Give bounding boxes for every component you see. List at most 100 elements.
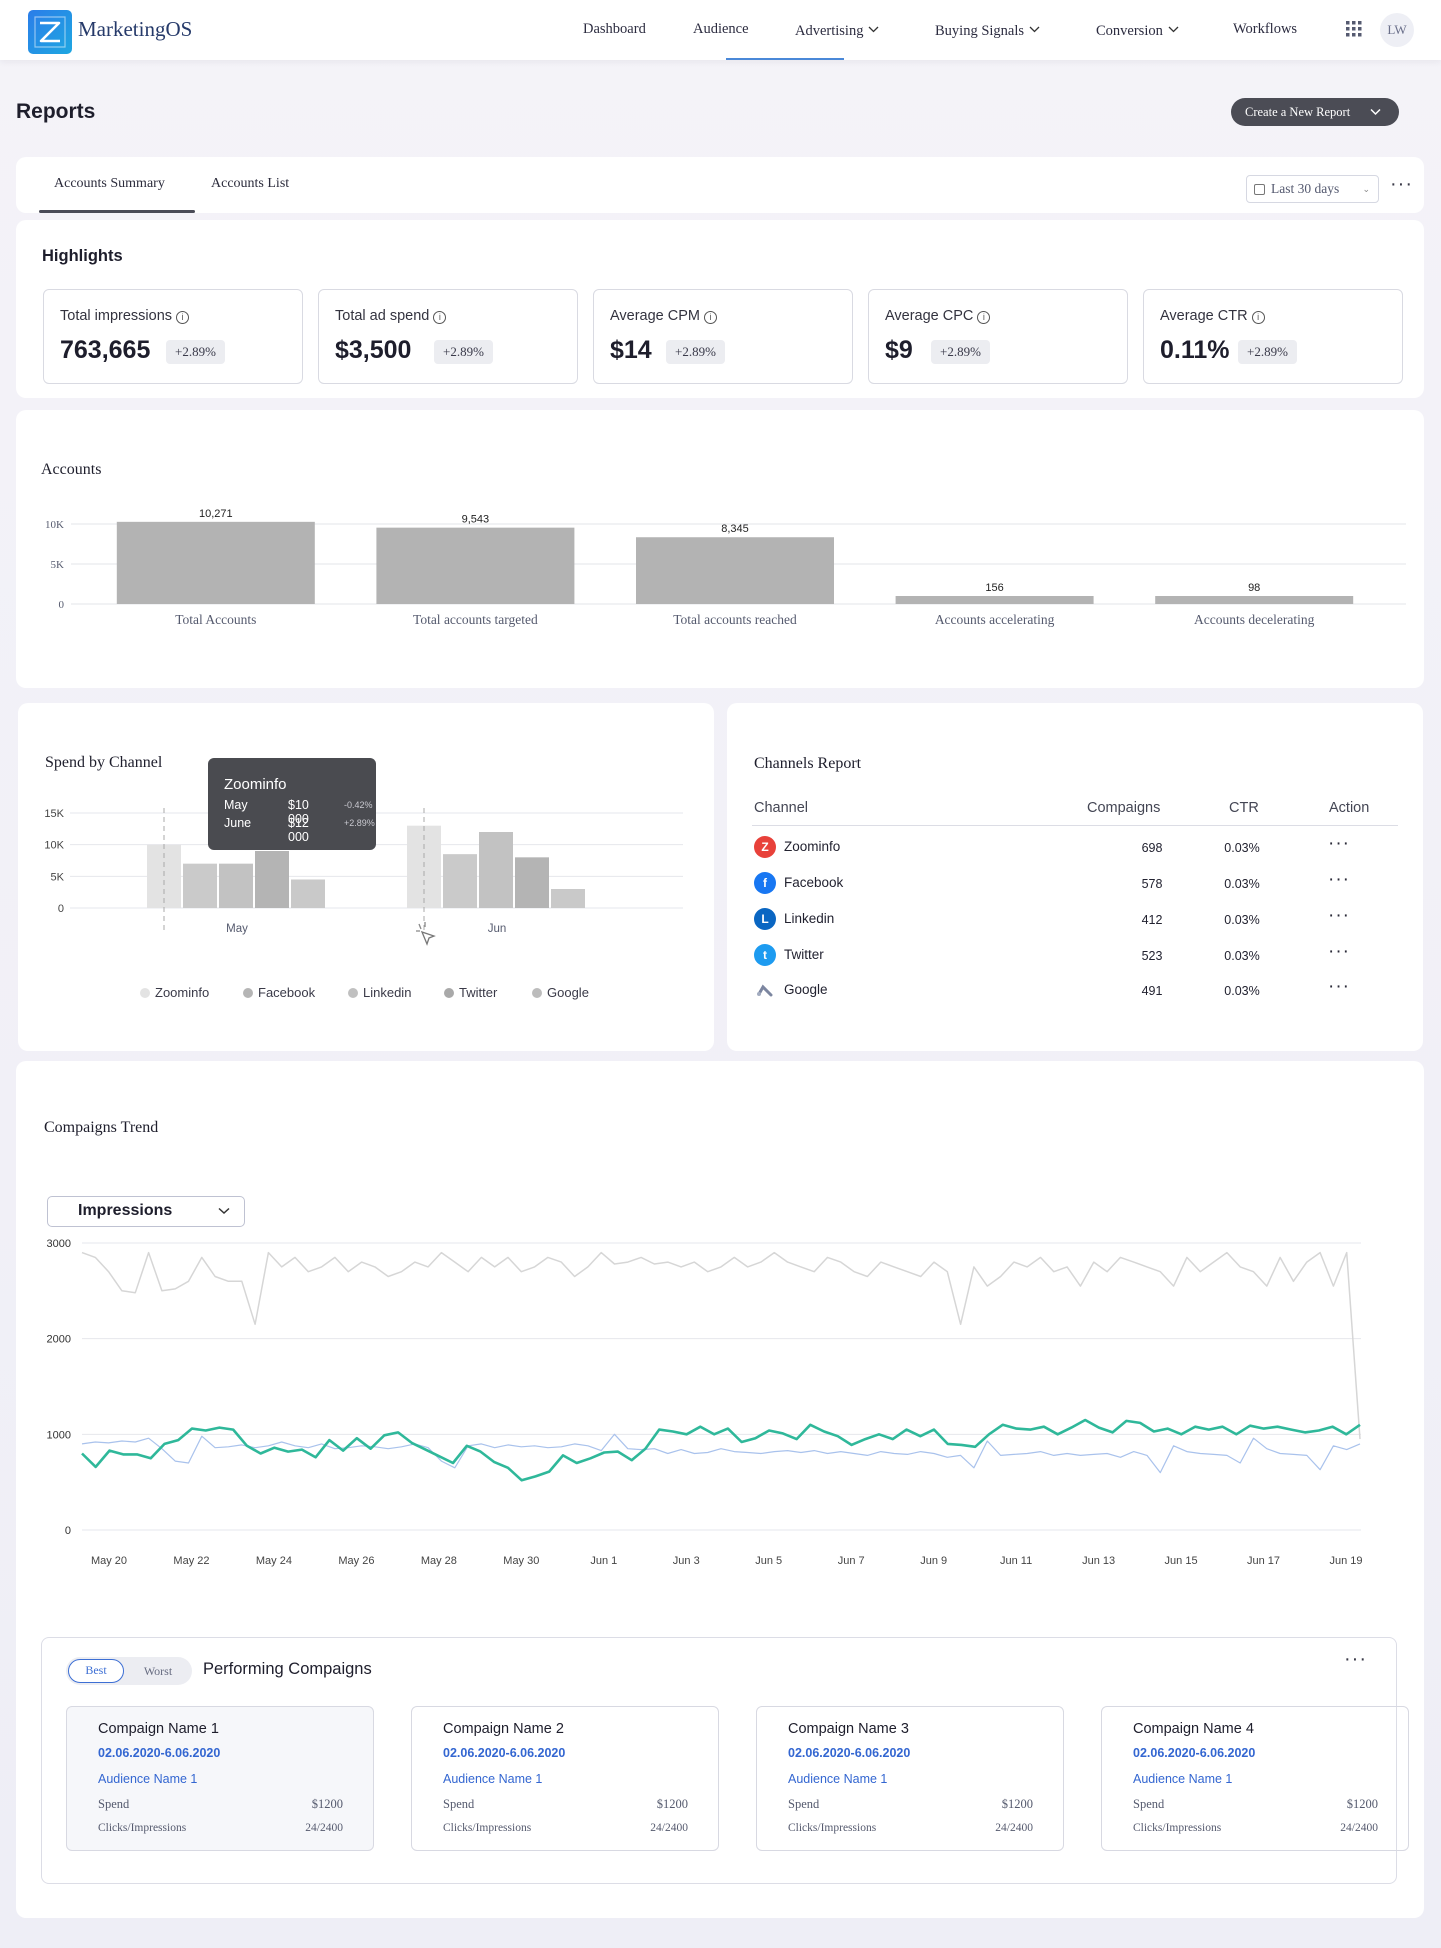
spend-label: Spend [788, 1797, 820, 1811]
channel-name: Facebook [784, 875, 844, 890]
x-tick-label: Jun 7 [838, 1555, 865, 1567]
more-options-icon[interactable]: ··· [1390, 173, 1413, 195]
y-tick-label: 0 [58, 903, 64, 915]
ctr-value: 0.03% [1224, 984, 1260, 998]
spend-label: Spend [98, 1797, 130, 1811]
tooltip-label: May [224, 798, 248, 812]
tooltip-row: May $10 000 -0.42% [224, 798, 373, 826]
brand-logo[interactable] [28, 10, 72, 54]
accounts-title: Accounts [41, 461, 102, 478]
nav-advertising[interactable]: Advertising [795, 21, 879, 40]
campaign-card[interactable]: Compaign Name 2 02.06.2020-6.06.2020 Audie… [411, 1706, 719, 1851]
ctr-value: 0.03% [1224, 841, 1260, 855]
campaign-card[interactable]: Compaign Name 3 02.06.2020-6.06.2020 Audie… [756, 1706, 1064, 1851]
metric-value: $3,500 [335, 336, 412, 364]
info-icon[interactable]: i [704, 311, 717, 324]
nav-buying-signals[interactable]: Buying Signals [935, 21, 1040, 40]
column-header-ctr[interactable]: CTR [1229, 800, 1259, 816]
metric-label: Average CPC [885, 308, 974, 324]
metric-card: Total impressions i 763,665 +2.89% [43, 289, 303, 384]
clicks-label: Clicks/Impressions [1133, 1822, 1222, 1834]
legend-item-twitter[interactable]: Twitter [444, 985, 497, 1000]
campaign-audience-link[interactable]: Audience Name 1 [788, 1772, 888, 1786]
cursor-pointer-icon [416, 922, 436, 946]
row-actions-icon[interactable]: ··· [1328, 941, 1350, 962]
metric-label: Total ad spend [335, 308, 430, 324]
best-worst-toggle[interactable]: Best Worst [66, 1657, 192, 1685]
calendar-icon [1254, 184, 1265, 195]
campaign-audience-link[interactable]: Audience Name 1 [1133, 1772, 1233, 1786]
nav-dashboard[interactable]: Dashboard [583, 21, 646, 37]
bar-value-label: 8,345 [721, 523, 749, 535]
spend-by-channel-title: Spend by Channel [45, 754, 163, 771]
nav-conversion[interactable]: Conversion [1096, 21, 1179, 40]
campaign-card[interactable]: Compaign Name 4 02.06.2020-6.06.2020 Audie… [1101, 1706, 1409, 1851]
chevron-down-icon [868, 21, 879, 38]
more-options-icon[interactable]: ··· [1344, 1648, 1367, 1670]
campaign-card[interactable]: Compaign Name 1 02.06.2020-6.06.2020 Audie… [66, 1706, 374, 1851]
info-icon[interactable]: i [176, 311, 190, 324]
y-tick-label: 15K [44, 808, 64, 820]
clicks-value: 24/2400 [650, 1822, 688, 1834]
toggle-worst[interactable]: Worst [143, 1664, 173, 1678]
campaigns-trend-title: Compaigns Trend [44, 1119, 159, 1136]
create-report-button[interactable]: Create a New Report [1231, 98, 1399, 126]
column-header-channel[interactable]: Channel [754, 800, 809, 816]
row-actions-icon[interactable]: ··· [1328, 905, 1350, 926]
nav-workflows[interactable]: Workflows [1233, 21, 1298, 37]
metric-card: Average CPM i $14 +2.89% [593, 289, 853, 384]
spend-label: Spend [1133, 1797, 1165, 1811]
table-row[interactable]: t Twitter 523 0.03% ··· [752, 941, 1398, 971]
tooltip-value: $12 000 [288, 816, 309, 844]
clicks-label: Clicks/Impressions [443, 1822, 532, 1834]
metric-label: Average CTR [1160, 308, 1248, 324]
info-icon[interactable]: i [1251, 311, 1265, 324]
y-tick-label: 5K [51, 871, 65, 883]
toggle-best[interactable]: Best [68, 1659, 124, 1683]
info-icon[interactable]: i [433, 311, 447, 324]
performing-campaigns-title: Performing Compaigns [203, 1660, 372, 1678]
bar-value-label: 98 [1248, 582, 1260, 594]
user-avatar[interactable]: LW [1380, 13, 1414, 47]
bar-value-label: 156 [985, 582, 1003, 594]
campaign-audience-link[interactable]: Audience Name 1 [443, 1772, 543, 1786]
campaign-name: Compaign Name 2 [443, 1721, 564, 1737]
x-tick-label: May 20 [91, 1555, 127, 1567]
chevron-down-icon: ⌄ [1362, 184, 1370, 194]
row-actions-icon[interactable]: ··· [1328, 976, 1350, 997]
spend-value: $1200 [656, 1797, 688, 1811]
legend-item-zoominfo[interactable]: Zoominfo [140, 985, 209, 1000]
tooltip-change: -0.42% [344, 800, 373, 810]
row-actions-icon[interactable]: ··· [1328, 833, 1350, 854]
ctr-value: 0.03% [1224, 913, 1260, 927]
campaign-audience-link[interactable]: Audience Name 1 [98, 1772, 198, 1786]
info-icon[interactable]: i [977, 311, 991, 324]
table-row[interactable]: Z Zoominfo 698 0.03% ··· [752, 833, 1398, 863]
table-row[interactable]: f Facebook 578 0.03% ··· [752, 869, 1398, 899]
row-actions-icon[interactable]: ··· [1328, 869, 1350, 890]
y-tick-label: 10K [45, 519, 64, 531]
campaigns-count: 698 [1141, 841, 1163, 855]
column-header-campaigns[interactable]: Compaigns [1087, 800, 1161, 816]
series-line [81, 1418, 1361, 1482]
tab-accounts-list[interactable]: Accounts List [211, 176, 290, 191]
bar [636, 537, 834, 604]
table-row[interactable]: Google 491 0.03% ··· [752, 976, 1398, 1006]
nav-audience[interactable]: Audience [693, 21, 749, 37]
apps-grid-icon[interactable] [1346, 21, 1362, 37]
metric-change-badge: +2.89% [1238, 340, 1297, 364]
spend-value: $1200 [1001, 1797, 1033, 1811]
legend-item-google[interactable]: Google [532, 985, 589, 1000]
spend-bar-chart: 0 5K 10K 15K May Jun [44, 808, 683, 946]
channel-name: Zoominfo [784, 839, 841, 854]
campaigns-count: 523 [1141, 949, 1163, 963]
tab-accounts-summary[interactable]: Accounts Summary [54, 176, 165, 191]
legend-item-linkedin[interactable]: Linkedin [348, 985, 411, 1000]
google-ads-icon [754, 979, 776, 1001]
metric-value: $9 [885, 336, 913, 364]
table-row[interactable]: L Linkedin 412 0.03% ··· [752, 905, 1398, 935]
legend-item-facebook[interactable]: Facebook [243, 985, 315, 1000]
metric-select[interactable]: Impressions [47, 1196, 245, 1227]
date-range-select[interactable]: Last 30 days ⌄ [1246, 175, 1379, 203]
chevron-down-icon [1029, 21, 1040, 38]
